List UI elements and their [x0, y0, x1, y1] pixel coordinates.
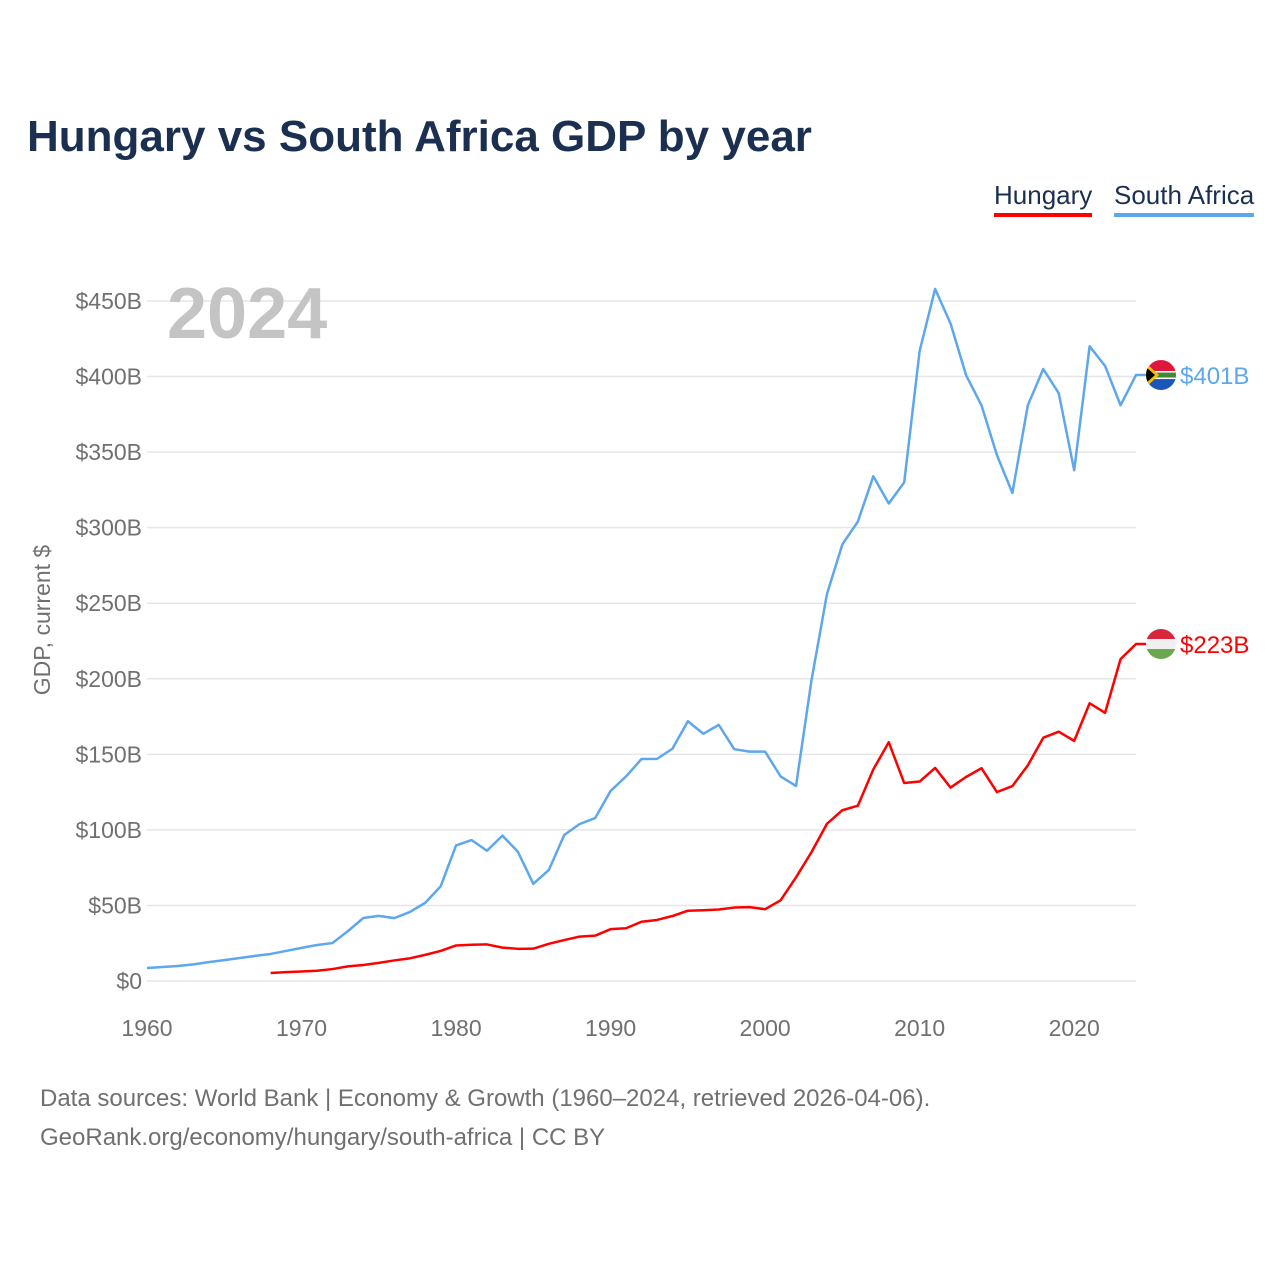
y-tick-label: $150B — [75, 741, 142, 767]
source-line-1: Data sources: World Bank | Economy & Gro… — [40, 1085, 931, 1112]
x-tick-label: 1990 — [585, 1015, 636, 1041]
chart-title: Hungary vs South Africa GDP by year — [27, 112, 812, 161]
series-line-south-africa — [146, 287, 1146, 970]
year-watermark: 2024 — [167, 274, 327, 354]
end-label-south-africa: $401B — [1180, 363, 1249, 390]
x-tick-label: 2020 — [1049, 1015, 1100, 1041]
hungary-flag-icon — [1146, 629, 1176, 660]
legend-south-africa[interactable]: South Africa — [1114, 180, 1255, 217]
y-tick-label: $450B — [75, 288, 142, 314]
series-line-hungary — [270, 642, 1146, 975]
y-tick-label: $0 — [116, 968, 142, 994]
y-tick-label: $200B — [75, 666, 142, 692]
x-tick-label: 2010 — [894, 1015, 945, 1041]
source-line-2[interactable]: GeoRank.org/economy/hungary/south-africa… — [40, 1124, 606, 1151]
south-africa-flag-icon — [1146, 360, 1176, 391]
legend-hungary[interactable]: Hungary — [994, 180, 1093, 217]
x-tick-label: 1960 — [121, 1015, 172, 1041]
y-tick-label: $50B — [88, 892, 142, 918]
x-tick-label: 1970 — [276, 1015, 327, 1041]
y-tick-label: $300B — [75, 515, 142, 541]
end-label-hungary: $223B — [1180, 632, 1249, 659]
line-chart: $0 $50B $100B $150B $200B $250B $300B $350B $400… — [29, 274, 1249, 1041]
y-tick-label: $100B — [75, 817, 142, 843]
y-tick-label: $250B — [75, 590, 142, 616]
y-tick-label: $400B — [75, 364, 142, 390]
x-tick-label: 2000 — [740, 1015, 791, 1041]
y-tick-label: $350B — [75, 439, 142, 465]
y-axis-label: GDP, current $ — [29, 545, 55, 696]
x-tick-label: 1980 — [430, 1015, 481, 1041]
